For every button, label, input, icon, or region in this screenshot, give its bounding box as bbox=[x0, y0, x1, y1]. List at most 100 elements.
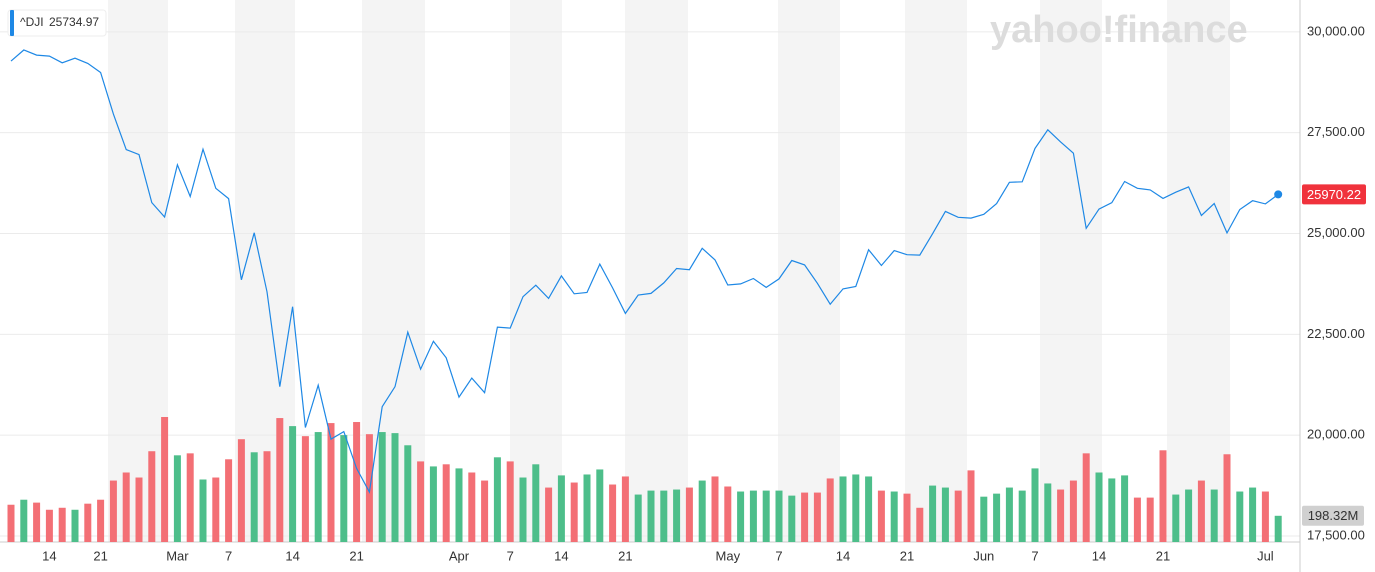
x-tick-label: 7 bbox=[775, 548, 782, 563]
price-line bbox=[10, 49, 1279, 494]
y-tick-label: 17,500.00 bbox=[1307, 527, 1365, 542]
volume-bar bbox=[1223, 454, 1231, 542]
volume-bar bbox=[327, 423, 335, 542]
volume-bar bbox=[1005, 487, 1013, 542]
volume-bar bbox=[45, 509, 53, 542]
x-tick-label: 21 bbox=[1156, 548, 1170, 563]
volume-bar bbox=[1159, 450, 1167, 542]
volume-bar bbox=[1095, 472, 1103, 542]
x-tick-label: Jul bbox=[1257, 548, 1274, 563]
volume-bar bbox=[481, 480, 489, 542]
legend-swatch bbox=[10, 10, 14, 36]
week-band bbox=[1040, 0, 1102, 542]
x-tick-label: 14 bbox=[836, 548, 850, 563]
legend-box bbox=[7, 9, 107, 37]
volume-bar bbox=[1018, 490, 1026, 542]
volume-bar bbox=[660, 490, 668, 542]
volume-bar bbox=[903, 493, 911, 542]
y-tick-label: 27,500.00 bbox=[1307, 124, 1365, 139]
week-band bbox=[625, 0, 688, 542]
volume-bar bbox=[1249, 487, 1257, 542]
volume-bar bbox=[980, 496, 988, 542]
volume-bar bbox=[1172, 494, 1180, 542]
watermark: yahoo!finance bbox=[990, 9, 1248, 51]
x-tick-label: 21 bbox=[93, 548, 107, 563]
volume-bar bbox=[583, 474, 591, 542]
x-tick-label: May bbox=[716, 548, 741, 563]
volume-bar bbox=[20, 499, 28, 542]
volume-bar bbox=[775, 490, 783, 542]
volume-bar bbox=[212, 477, 220, 542]
volume-bar bbox=[455, 468, 463, 542]
week-band bbox=[108, 0, 168, 542]
volume-bar bbox=[1108, 478, 1116, 542]
volume-bar bbox=[493, 457, 501, 542]
volume-bar bbox=[993, 493, 1001, 542]
volume-bar bbox=[71, 509, 79, 542]
volume-bar bbox=[570, 482, 578, 542]
volume-bar bbox=[647, 490, 655, 542]
last-point bbox=[1274, 190, 1283, 199]
volume-bar bbox=[596, 469, 604, 542]
volume-bar bbox=[173, 455, 181, 542]
volume-bar bbox=[1197, 480, 1205, 542]
volume-bar bbox=[442, 464, 450, 542]
volume-bar bbox=[941, 487, 949, 542]
volume-bar bbox=[276, 418, 284, 542]
volume-bar bbox=[404, 445, 412, 542]
volume-bar bbox=[762, 490, 770, 542]
volume-bar bbox=[263, 451, 271, 542]
x-tick-label: 7 bbox=[225, 548, 232, 563]
volume-bar bbox=[839, 476, 847, 542]
volume-bar bbox=[711, 476, 719, 542]
volume-bar bbox=[58, 507, 66, 542]
x-tick-label: 7 bbox=[507, 548, 514, 563]
volume-bar bbox=[954, 490, 962, 542]
volume-bar bbox=[557, 475, 565, 542]
volume-bar bbox=[698, 480, 706, 542]
volume-bar bbox=[1274, 515, 1282, 542]
week-band bbox=[510, 0, 562, 542]
volume-bar bbox=[852, 474, 860, 542]
week-band bbox=[1167, 0, 1230, 542]
volume-bar bbox=[877, 490, 885, 542]
volume-bar bbox=[84, 503, 92, 542]
volume-bar bbox=[609, 484, 617, 542]
volume-bar bbox=[826, 478, 834, 542]
volume-bar bbox=[724, 486, 732, 542]
x-tick-label: 21 bbox=[349, 548, 363, 563]
volume-bar bbox=[161, 417, 169, 542]
volume-bar bbox=[967, 470, 975, 542]
volume-bar bbox=[1069, 480, 1077, 542]
volume-bar bbox=[813, 492, 821, 542]
x-tick-label: 14 bbox=[42, 548, 56, 563]
volume-bar bbox=[225, 459, 233, 542]
background bbox=[0, 0, 1300, 542]
x-tick-label: 7 bbox=[1031, 548, 1038, 563]
volume-bar bbox=[33, 502, 41, 542]
volume-bar bbox=[673, 489, 681, 542]
volume-bar bbox=[1146, 497, 1154, 542]
x-tick-label: Jun bbox=[973, 548, 994, 563]
x-tick-label: 14 bbox=[285, 548, 299, 563]
volume-tag: 198.32M bbox=[1308, 508, 1359, 523]
volume-bar bbox=[301, 436, 309, 542]
x-tick-label: Apr bbox=[449, 548, 470, 563]
volume-bar bbox=[685, 487, 693, 542]
y-tick-label: 25,000.00 bbox=[1307, 225, 1365, 240]
volume-bar bbox=[353, 422, 361, 542]
volume-bar bbox=[1236, 491, 1244, 542]
volume-bar bbox=[135, 477, 143, 542]
volume-bar bbox=[801, 492, 809, 542]
volume-bar bbox=[1121, 475, 1129, 542]
volume-bar bbox=[340, 435, 348, 542]
volume-bar bbox=[250, 452, 258, 542]
volume-bar bbox=[1044, 483, 1052, 542]
volume-bar bbox=[429, 466, 437, 542]
volume-bar bbox=[545, 487, 553, 542]
volume-bar bbox=[621, 476, 629, 542]
volume-bar bbox=[890, 491, 898, 542]
x-tick-label: Mar bbox=[166, 548, 189, 563]
price-tag-box bbox=[1302, 184, 1366, 205]
